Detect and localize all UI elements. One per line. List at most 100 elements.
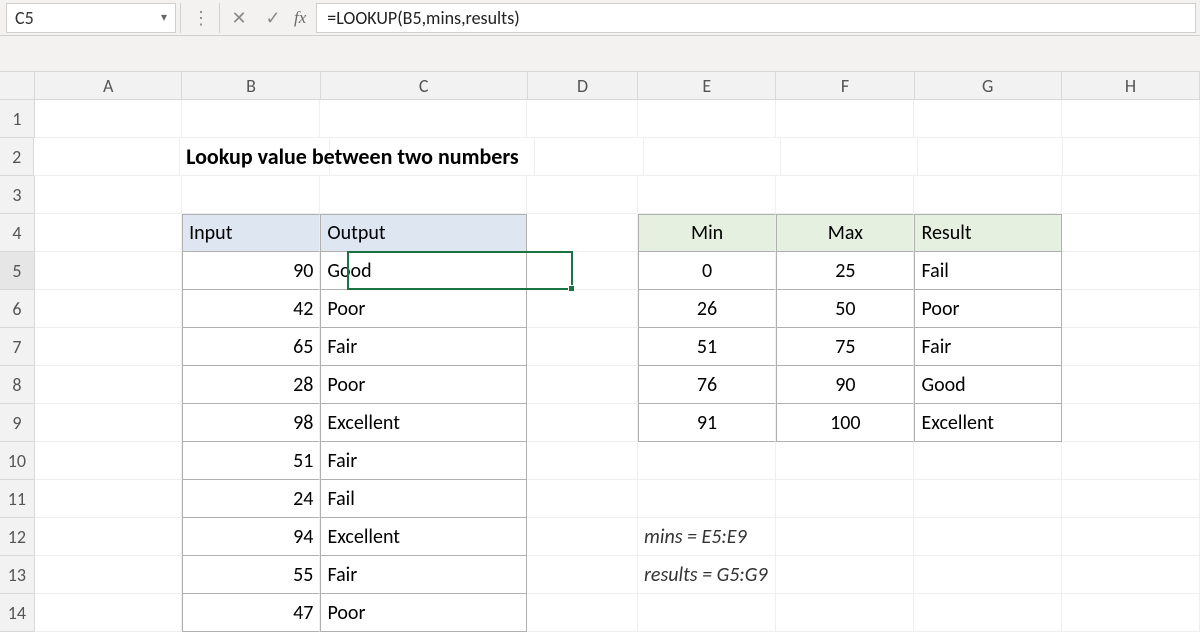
formula-input[interactable]: =LOOKUP(B5,mins,results)	[316, 3, 1196, 33]
cell-E8[interactable]: 76	[638, 366, 776, 404]
cell-H13[interactable]	[1062, 556, 1200, 594]
cell-D1[interactable]	[527, 100, 638, 138]
cell-A6[interactable]	[35, 290, 182, 328]
cell-G2[interactable]	[918, 138, 1064, 176]
cell-A11[interactable]	[35, 480, 182, 518]
cell-F2[interactable]	[781, 138, 918, 176]
cell-E10[interactable]	[638, 442, 776, 480]
cell-E11[interactable]	[638, 480, 776, 518]
cell-C11[interactable]: Fail	[320, 480, 527, 518]
row-header-10[interactable]: 10	[0, 442, 35, 480]
cell-G4[interactable]: Result	[914, 214, 1061, 252]
cell-B6[interactable]: 42	[182, 290, 320, 328]
cell-C5[interactable]: Good	[320, 252, 527, 290]
cell-C7[interactable]: Fair	[320, 328, 527, 366]
cell-A1[interactable]	[35, 100, 182, 138]
cell-C6[interactable]: Poor	[320, 290, 527, 328]
cell-F13[interactable]	[776, 556, 914, 594]
row-header-4[interactable]: 4	[0, 214, 35, 252]
cell-B4[interactable]: Input	[182, 214, 320, 252]
cell-F1[interactable]	[776, 100, 914, 138]
cell-G1[interactable]	[914, 100, 1061, 138]
col-header-G[interactable]: G	[915, 72, 1062, 99]
col-header-F[interactable]: F	[776, 72, 914, 99]
cell-H6[interactable]	[1062, 290, 1200, 328]
cell-H3[interactable]	[1062, 176, 1200, 214]
cell-H7[interactable]	[1062, 328, 1200, 366]
cell-E3[interactable]	[638, 176, 776, 214]
cell-B3[interactable]	[182, 176, 320, 214]
row-header-1[interactable]: 1	[0, 100, 35, 138]
cell-C14[interactable]: Poor	[320, 594, 527, 632]
col-header-D[interactable]: D	[528, 72, 639, 99]
cell-A4[interactable]	[35, 214, 182, 252]
cell-A3[interactable]	[35, 176, 182, 214]
cell-H1[interactable]	[1062, 100, 1200, 138]
more-icon[interactable]: ⋮	[183, 3, 217, 33]
cell-H4[interactable]	[1062, 214, 1200, 252]
cell-D6[interactable]	[527, 290, 638, 328]
cell-A13[interactable]	[35, 556, 182, 594]
cell-B10[interactable]: 51	[182, 442, 320, 480]
cell-G8[interactable]: Good	[914, 366, 1061, 404]
cell-D10[interactable]	[527, 442, 638, 480]
cell-G6[interactable]: Poor	[914, 290, 1061, 328]
cell-C12[interactable]: Excellent	[320, 518, 527, 556]
col-header-B[interactable]: B	[182, 72, 320, 99]
cell-A5[interactable]	[35, 252, 182, 290]
cell-H9[interactable]	[1062, 404, 1200, 442]
row-header-14[interactable]: 14	[0, 594, 35, 632]
cell-F9[interactable]: 100	[776, 404, 914, 442]
cell-D8[interactable]	[527, 366, 638, 404]
cell-G10[interactable]	[914, 442, 1061, 480]
cell-G3[interactable]	[914, 176, 1061, 214]
cell-C13[interactable]: Fair	[320, 556, 527, 594]
cell-B1[interactable]	[182, 100, 320, 138]
cell-H5[interactable]	[1062, 252, 1200, 290]
cell-B12[interactable]: 94	[182, 518, 320, 556]
cell-A12[interactable]	[35, 518, 182, 556]
cell-H10[interactable]	[1062, 442, 1200, 480]
cell-B7[interactable]: 65	[182, 328, 320, 366]
cell-E12[interactable]: mins = E5:E9	[638, 518, 776, 556]
cell-D14[interactable]	[527, 594, 638, 632]
cell-D9[interactable]	[527, 404, 638, 442]
cell-B9[interactable]: 98	[182, 404, 320, 442]
chevron-down-icon[interactable]: ▾	[153, 10, 175, 25]
row-header-3[interactable]: 3	[0, 176, 35, 214]
cell-A14[interactable]	[35, 594, 182, 632]
cell-A10[interactable]	[35, 442, 182, 480]
cell-E2[interactable]	[644, 138, 781, 176]
cell-A8[interactable]	[35, 366, 182, 404]
cell-F8[interactable]: 90	[776, 366, 914, 404]
cell-G5[interactable]: Fail	[914, 252, 1061, 290]
cell-F11[interactable]	[776, 480, 914, 518]
cell-C10[interactable]: Fair	[320, 442, 527, 480]
cell-D4[interactable]	[527, 214, 638, 252]
col-header-H[interactable]: H	[1062, 72, 1200, 99]
cell-B14[interactable]: 47	[182, 594, 320, 632]
cell-F5[interactable]: 25	[776, 252, 914, 290]
cell-B13[interactable]: 55	[182, 556, 320, 594]
cell-F12[interactable]	[776, 518, 914, 556]
cell-F14[interactable]	[776, 594, 914, 632]
row-header-8[interactable]: 8	[0, 366, 35, 404]
cell-C4[interactable]: Output	[320, 214, 527, 252]
cell-E14[interactable]	[638, 594, 776, 632]
row-header-5[interactable]: 5	[0, 252, 35, 290]
cell-F4[interactable]: Max	[776, 214, 914, 252]
cell-C3[interactable]	[320, 176, 527, 214]
cell-G7[interactable]: Fair	[914, 328, 1061, 366]
cell-B8[interactable]: 28	[182, 366, 320, 404]
cell-D11[interactable]	[527, 480, 638, 518]
cell-A2[interactable]	[34, 138, 180, 176]
cell-H2[interactable]	[1063, 138, 1200, 176]
row-header-11[interactable]: 11	[0, 480, 35, 518]
cell-D7[interactable]	[527, 328, 638, 366]
col-header-C[interactable]: C	[321, 72, 528, 99]
cell-D3[interactable]	[527, 176, 638, 214]
select-all-corner[interactable]	[0, 72, 35, 99]
cancel-icon[interactable]: ✕	[222, 3, 256, 33]
cell-E13[interactable]: results = G5:G9	[638, 556, 776, 594]
name-box[interactable]: C5 ▾	[6, 3, 176, 33]
